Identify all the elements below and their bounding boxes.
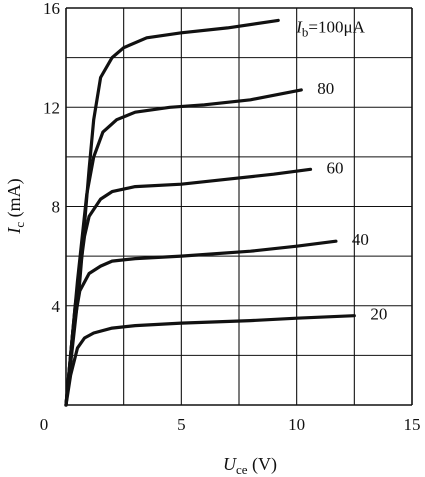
curve-label-80: 80 — [317, 79, 334, 98]
y-tick-label: 0 — [40, 415, 49, 434]
y-tick-label: 4 — [52, 297, 61, 316]
x-tick-label: 10 — [288, 415, 305, 434]
curve-ib-80 — [64, 88, 303, 407]
y-tick-label: 12 — [43, 98, 60, 117]
x-tick-label: 5 — [177, 415, 186, 434]
x-tick-label: 15 — [404, 415, 421, 434]
curve-ib-40 — [64, 239, 338, 407]
curve-label-40: 40 — [352, 230, 369, 249]
curve-label-20: 20 — [370, 305, 387, 324]
y-tick-label: 8 — [52, 198, 61, 217]
curve-ib-100 — [64, 18, 280, 407]
chart-grid — [65, 7, 413, 406]
curve-labels: Ib=100μA 80 60 40 20 — [295, 17, 387, 323]
y-axis-label: Ic (mA) — [4, 178, 27, 234]
y-tick-label: 16 — [43, 0, 60, 18]
curves — [64, 18, 356, 407]
curve-label-100: Ib=100μA — [295, 17, 365, 39]
tick-labels: 5 10 15 0 4 8 12 16 — [40, 0, 421, 434]
x-axis-label: Uce (V) — [223, 454, 277, 477]
curve-label-60: 60 — [327, 158, 344, 177]
curve-ib-60 — [64, 167, 313, 407]
curve-ib-20 — [64, 314, 356, 407]
